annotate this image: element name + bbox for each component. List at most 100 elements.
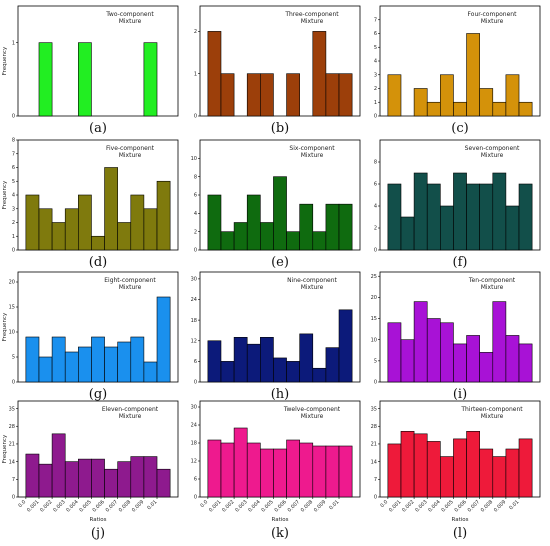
y-tick-label: 5 (374, 359, 377, 365)
bar (38, 463, 53, 498)
panel-title-line: Five-component (106, 145, 155, 152)
bar (38, 42, 53, 117)
bar (312, 31, 327, 117)
bar (273, 357, 287, 383)
y-tick-label: 25 (371, 274, 377, 280)
bar (91, 458, 105, 498)
bar (426, 441, 441, 498)
x-tick-label: 0.006 (454, 499, 468, 513)
y-tick-label: 10 (9, 330, 15, 336)
bar (413, 301, 428, 383)
x-axis-label: Ratios (90, 517, 107, 523)
bar (51, 336, 66, 383)
bar (466, 183, 480, 251)
y-tick-label: 6 (374, 31, 377, 37)
y-tick-label: 21 (371, 442, 377, 448)
x-tick-label: 0.0 (199, 499, 209, 509)
y-tick-label: 4 (12, 193, 15, 199)
bar (286, 73, 300, 117)
panel-title-line: Mixture (119, 18, 142, 25)
y-tick-label: 8 (374, 160, 377, 166)
bar (156, 296, 171, 383)
panel-title-line: Mixture (301, 152, 324, 159)
bar (413, 172, 428, 251)
bar (246, 73, 261, 117)
x-tick-label: 0.001 (208, 499, 222, 513)
bar (78, 194, 92, 251)
bar (312, 445, 327, 498)
x-tick-label: 0.008 (300, 499, 314, 513)
y-tick-label: 2 (194, 29, 197, 35)
bar (325, 445, 340, 498)
y-tick-label: 4 (194, 211, 197, 217)
y-tick-label: 20 (371, 295, 377, 301)
bar (338, 203, 353, 251)
bar (440, 456, 454, 498)
bar (78, 346, 92, 383)
bar (338, 309, 353, 383)
y-tick-label: 0 (374, 495, 377, 501)
y-tick-label: 1 (374, 100, 377, 106)
x-tick-label: 0.0 (379, 499, 389, 509)
panel-caption: (g) (89, 387, 107, 402)
bar (518, 183, 533, 251)
bar (117, 222, 132, 251)
bar (130, 456, 145, 498)
bar (25, 194, 40, 251)
y-axis-label: Frequency (2, 434, 8, 463)
bar (518, 343, 533, 383)
y-tick-label: 12 (191, 459, 197, 465)
y-tick-label: 14 (9, 459, 15, 465)
y-tick-label: 18 (191, 441, 197, 447)
y-tick-label: 6 (194, 359, 197, 365)
bar (479, 183, 494, 251)
x-tick-label: 0.007 (105, 499, 119, 513)
bar (505, 205, 520, 251)
bar (38, 356, 53, 383)
y-tick-label: 0 (374, 248, 377, 254)
bar (38, 208, 53, 251)
bar (104, 167, 118, 251)
y-tick-label: 18 (191, 318, 197, 324)
panel-caption: (i) (453, 387, 467, 402)
panel-caption: (b) (271, 121, 289, 136)
panel-title-line: Mixture (301, 18, 324, 25)
bar (518, 101, 533, 117)
bar (233, 222, 248, 251)
bar (286, 361, 300, 383)
panel-caption: (k) (271, 526, 289, 541)
y-tick-label: 7 (12, 477, 15, 483)
bar (426, 318, 441, 383)
bar (492, 456, 507, 498)
bar (479, 448, 494, 498)
bar (273, 448, 287, 498)
y-tick-label: 5 (12, 355, 15, 361)
panel-title-line: Seven-component (465, 145, 520, 152)
bar (299, 333, 314, 383)
x-tick-label: 0.003 (52, 499, 66, 513)
bar (260, 73, 274, 117)
bar (338, 73, 353, 117)
panel-title-line: Thirteen-component (460, 406, 523, 413)
x-tick-label: 0.004 (427, 499, 441, 513)
y-tick-label: 24 (191, 423, 197, 429)
bar (246, 442, 261, 498)
panel-caption: (d) (89, 255, 107, 270)
x-tick-label: 0.008 (480, 499, 494, 513)
bar (387, 322, 402, 383)
plot-frame (17, 5, 179, 117)
bar (387, 443, 402, 498)
y-tick-label: 35 (371, 406, 377, 412)
y-tick-label: 0 (12, 380, 15, 386)
panel-caption: (f) (453, 255, 468, 270)
y-tick-label: 5 (12, 179, 15, 185)
panel-title-line: Nine-component (287, 277, 337, 284)
bar (64, 351, 79, 383)
y-tick-label: 3 (374, 72, 377, 78)
panel-title-line: Ten-component (468, 277, 516, 284)
x-tick-label: 0.007 (467, 499, 481, 513)
